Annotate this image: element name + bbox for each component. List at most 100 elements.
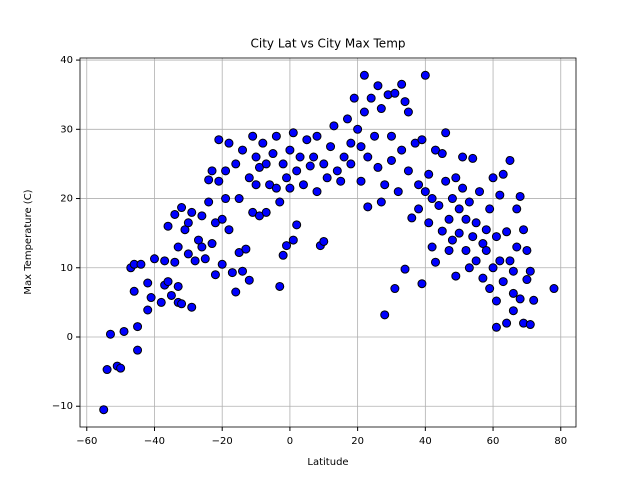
scatter-point xyxy=(522,275,532,285)
scatter-point xyxy=(420,187,430,197)
scatter-point xyxy=(200,254,210,264)
scatter-point xyxy=(468,232,478,242)
scatter-point xyxy=(210,270,220,280)
scatter-point xyxy=(386,155,396,165)
scatter-point xyxy=(359,70,369,80)
scatter-point xyxy=(505,155,515,165)
scatter-point xyxy=(424,169,434,179)
scatter-point xyxy=(522,245,532,255)
scatter-point xyxy=(519,225,529,235)
scatter-point xyxy=(292,220,302,230)
scatter-point xyxy=(468,153,478,163)
scatter-point xyxy=(170,257,180,267)
scatter-point xyxy=(427,242,437,252)
x-tick-label: 80 xyxy=(554,436,567,447)
plot-frame xyxy=(79,57,577,428)
scatter-point xyxy=(508,306,518,316)
scatter-point xyxy=(332,166,342,176)
scatter-point xyxy=(414,180,424,190)
chart-title: City Lat vs City Max Temp xyxy=(251,37,406,51)
scatter-point xyxy=(285,145,295,155)
scatter-point xyxy=(312,131,322,141)
scatter-point xyxy=(221,194,231,204)
scatter-point xyxy=(512,242,522,252)
scatter-point xyxy=(454,228,464,238)
scatter-point xyxy=(461,245,471,255)
scatter-point xyxy=(197,242,207,252)
scatter-point xyxy=(241,244,251,254)
scatter-point xyxy=(166,290,176,300)
scatter-point xyxy=(312,187,322,197)
scatter-point xyxy=(515,294,525,304)
scatter-point xyxy=(376,104,386,114)
scatter-point xyxy=(481,225,491,235)
scatter-point xyxy=(234,194,244,204)
scatter-point xyxy=(525,266,535,276)
scatter-point xyxy=(282,241,292,251)
scatter-point xyxy=(417,279,427,289)
scatter-point xyxy=(339,152,349,162)
scatter-point xyxy=(414,204,424,214)
scatter-point xyxy=(376,197,386,207)
scatter-point xyxy=(359,107,369,117)
scatter-point xyxy=(133,322,143,332)
scatter-point xyxy=(420,70,430,80)
scatter-point xyxy=(309,152,319,162)
scatter-point xyxy=(451,271,461,281)
scatter-point xyxy=(271,183,281,193)
scatter-point xyxy=(119,326,129,336)
scatter-point xyxy=(437,226,447,236)
scatter-point xyxy=(214,135,224,145)
scatter-point xyxy=(170,209,180,219)
scatter-point xyxy=(549,284,559,294)
scatter-point xyxy=(129,286,139,296)
scatter-point xyxy=(231,159,241,169)
scatter-point xyxy=(227,268,237,278)
scatter-point xyxy=(491,296,501,306)
scatter-point xyxy=(244,173,254,183)
scatter-point xyxy=(177,203,187,213)
scatter-point xyxy=(441,128,451,138)
scatter-point xyxy=(400,264,410,274)
scatter-point xyxy=(282,173,292,183)
scatter-point xyxy=(183,249,193,259)
scatter-point xyxy=(285,183,295,193)
scatter-point xyxy=(515,191,525,201)
scatter-point xyxy=(197,211,207,221)
scatter-point xyxy=(143,305,153,315)
scatter-point xyxy=(491,232,501,242)
scatter-point xyxy=(204,175,214,185)
scatter-point xyxy=(207,239,217,249)
scatter-point xyxy=(458,152,468,162)
scatter-point xyxy=(498,169,508,179)
scatter-point xyxy=(292,166,302,176)
scatter-point xyxy=(305,161,315,171)
scatter-point xyxy=(160,256,170,266)
scatter-point xyxy=(434,200,444,210)
scatter-point xyxy=(298,180,308,190)
y-tick-label: 30 xyxy=(60,124,73,135)
y-axis-label: Max Temperature (C) xyxy=(23,189,34,294)
scatter-point xyxy=(491,322,501,332)
scatter-point xyxy=(258,138,268,148)
scatter-point xyxy=(373,81,383,91)
scatter-point xyxy=(173,281,183,291)
scatter-point xyxy=(322,173,332,183)
scatter-point xyxy=(319,236,329,246)
scatter-point xyxy=(268,149,278,159)
x-tick-label: 20 xyxy=(351,436,364,447)
scatter-point xyxy=(224,138,234,148)
scatter-point xyxy=(512,204,522,214)
y-tick-label: 20 xyxy=(60,194,73,205)
scatter-point xyxy=(133,345,143,355)
scatter-point xyxy=(397,79,407,89)
scatter-point xyxy=(488,263,498,273)
scatter-point xyxy=(149,254,159,264)
scatter-point xyxy=(319,159,329,169)
scatter-point xyxy=(217,214,227,224)
scatter-point xyxy=(102,365,112,375)
scatter-point xyxy=(329,121,339,131)
scatter-point xyxy=(275,197,285,207)
x-tick-label: 0 xyxy=(287,436,293,447)
x-tick-label: 60 xyxy=(487,436,500,447)
